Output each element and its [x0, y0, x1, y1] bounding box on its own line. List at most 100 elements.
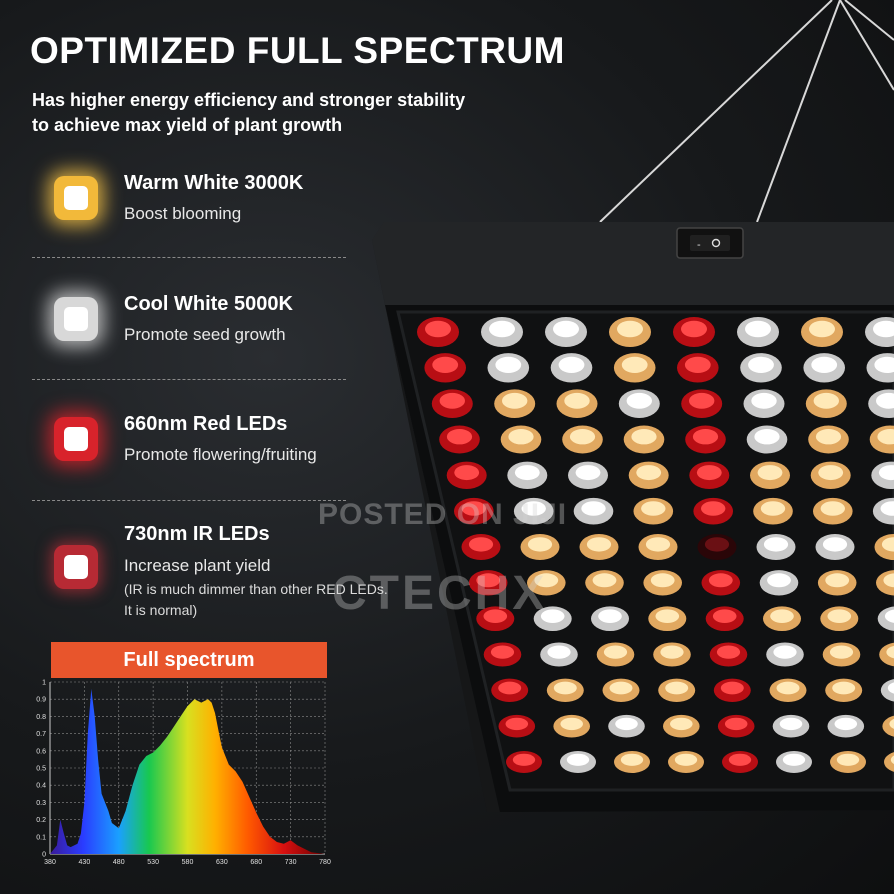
led-bulb [591, 606, 629, 631]
led-bulb [560, 751, 596, 773]
hanging-wire [756, 0, 841, 223]
watermark-line-1: POSTED ON JIJI [318, 498, 568, 531]
chart-series [50, 688, 325, 854]
led-bulb [633, 497, 674, 525]
led-bulb [546, 678, 584, 702]
led-highlight [660, 645, 684, 659]
led-bulb [507, 461, 548, 489]
led-bulb [776, 751, 812, 773]
x-axis: 380 430 480 530 580 630 680 730 780 [44, 859, 331, 866]
subtitle-line-2: to achieve max yield of plant growth [32, 115, 343, 135]
x-tick-label: 430 [79, 859, 91, 866]
led-highlight [454, 465, 480, 481]
led-highlight [670, 717, 693, 731]
led-bulb [487, 353, 530, 383]
hanging-wire [599, 0, 833, 223]
led-highlight [827, 609, 852, 623]
led-bulb [713, 678, 751, 702]
led-bulb [817, 570, 857, 596]
led-bulb [658, 678, 696, 702]
led-highlight [767, 573, 791, 588]
divider [32, 379, 346, 380]
led-bulb [815, 534, 855, 560]
power-switch[interactable]: - [676, 227, 744, 259]
led-highlight [763, 537, 789, 552]
led-bulb [813, 497, 853, 525]
y-tick-label: 0.2 [36, 817, 46, 824]
led-highlight [873, 320, 894, 338]
led-bulb [681, 389, 723, 419]
led-highlight [760, 501, 786, 516]
feature-ir-730: 730nm IR LEDs Increase plant yield (IR i… [40, 523, 388, 623]
led-highlight [514, 465, 540, 481]
led-highlight [553, 320, 579, 338]
led-bulb [750, 461, 790, 489]
led-bulb [822, 642, 861, 667]
led-bulb [602, 678, 640, 702]
subtitle-line-1: Has higher energy efficiency and stronge… [32, 90, 466, 110]
led-highlight [505, 717, 529, 731]
page-subtitle: Has higher energy efficiency and stronge… [32, 88, 532, 138]
led-highlight [621, 356, 648, 373]
led-bulb [801, 317, 843, 347]
led-highlight [720, 681, 744, 695]
led-bulb [568, 461, 608, 489]
led-bulb [820, 606, 859, 631]
watermark-line-2: CTECHX [332, 567, 548, 620]
led-highlight [620, 753, 644, 766]
led-bulb [618, 389, 660, 419]
led-highlight [502, 392, 528, 409]
y-tick-label: 1 [42, 680, 46, 687]
led-bulb [545, 317, 587, 347]
led-highlight [558, 356, 585, 373]
y-tick-label: 0.5 [36, 766, 46, 773]
led-bulb [585, 570, 624, 596]
led-highlight [887, 682, 894, 694]
led-bulb [498, 714, 536, 738]
led-bulb [705, 606, 744, 631]
led-bulb [417, 317, 459, 347]
led-highlight [569, 429, 596, 445]
chart-title: Full spectrum [51, 642, 327, 678]
led-bulb [756, 534, 796, 560]
led-bulb [668, 751, 704, 773]
led-highlight [631, 429, 657, 445]
x-tick-label: 480 [113, 859, 125, 866]
led-highlight [681, 320, 707, 338]
led-highlight [825, 573, 850, 588]
led-highlight [439, 392, 465, 409]
led-bulb [614, 751, 650, 773]
led-bulb [689, 461, 730, 489]
led-bulb [880, 679, 894, 702]
led-bulb [500, 425, 542, 454]
y-tick-label: 0.9 [36, 697, 46, 704]
led-highlight [776, 681, 800, 695]
led-highlight [724, 717, 748, 731]
led-bulb [740, 353, 782, 383]
cool-white-led-icon [54, 297, 98, 341]
led-highlight [617, 320, 643, 338]
led-highlight [696, 465, 722, 481]
led-highlight [708, 573, 733, 588]
x-tick-label: 780 [319, 859, 331, 866]
panel-led-board [396, 310, 894, 792]
led-bulb [805, 389, 847, 419]
led-bulb [573, 497, 614, 525]
hanging-wire [839, 0, 894, 91]
led-highlight [547, 645, 571, 659]
led-bulb [628, 461, 669, 489]
led-highlight [446, 429, 473, 445]
y-axis: 0 0.1 0.2 0.3 0.4 0.5 0.6 0.7 0.8 0.9 1 [36, 680, 46, 859]
led-highlight [489, 320, 515, 338]
led-bulb [882, 715, 894, 737]
led-bulb [872, 497, 894, 525]
led-highlight [878, 465, 894, 481]
led-bulb [648, 606, 687, 631]
led-bulb [609, 317, 651, 347]
led-highlight [553, 681, 577, 695]
led-bulb [697, 534, 737, 560]
led-highlight [432, 356, 459, 373]
led-bulb [877, 606, 894, 631]
led-highlight [425, 320, 451, 338]
led-highlight [689, 392, 715, 409]
